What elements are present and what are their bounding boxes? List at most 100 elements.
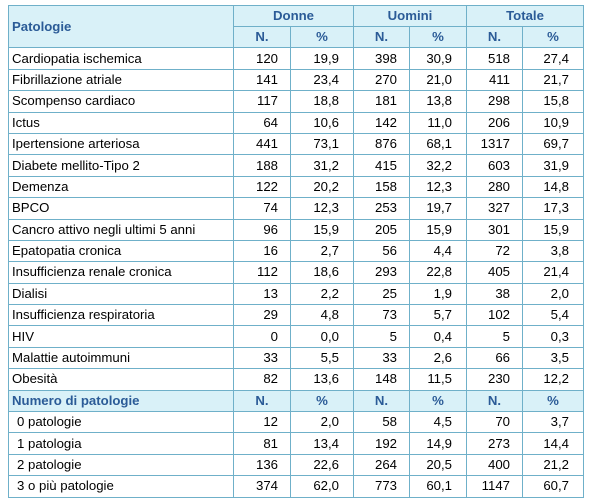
- cell-percent: 2,7: [290, 239, 354, 263]
- row-label: Insufficienza respiratoria: [8, 304, 234, 327]
- row-label: Cancro attivo negli ultimi 5 anni: [8, 218, 234, 241]
- cell-count: 264: [353, 453, 410, 477]
- cell-count: 64: [233, 111, 291, 134]
- cell-percent: 19,7: [409, 197, 467, 220]
- cell-count: 273: [466, 432, 523, 455]
- table-row: 1 patologia 81 13,4 192 14,9 273 14,4: [8, 432, 584, 455]
- cell-count: 120: [233, 47, 291, 70]
- cell-count: 270: [353, 68, 410, 92]
- table-row: Scompenso cardiaco 117 18,8 181 13,8 298 15,8: [8, 90, 584, 113]
- cell-count: 142: [353, 111, 410, 134]
- cell-percent: 21,2: [522, 453, 584, 477]
- cell-percent: 32,2: [409, 154, 467, 177]
- cell-percent: 20,2: [290, 175, 354, 199]
- cell-count: 38: [466, 282, 523, 306]
- cell-percent: 18,8: [290, 90, 354, 113]
- cell-percent: 2,6: [409, 346, 467, 370]
- cell-count: 301: [466, 218, 523, 241]
- cell-count: 253: [353, 197, 410, 220]
- cell-count: 96: [233, 218, 291, 241]
- cell-percent: 13,6: [290, 368, 354, 391]
- row-label: Cardiopatia ischemica: [8, 47, 234, 70]
- cell-count: 29: [233, 304, 291, 327]
- cell-percent: 27,4: [522, 47, 584, 70]
- cell-count: 205: [353, 218, 410, 241]
- cell-percent: 14,8: [522, 175, 584, 199]
- cell-count: 56: [353, 239, 410, 263]
- table-row: 0 patologie 12 2,0 58 4,5 70 3,7: [8, 411, 584, 434]
- cell-count: 25: [353, 282, 410, 306]
- cell-percent: 13,8: [409, 90, 467, 113]
- cell-percent: 3,5: [522, 346, 584, 370]
- cell-count: 188: [233, 154, 291, 177]
- cell-count: 73: [353, 304, 410, 327]
- cell-percent: 2,0: [290, 411, 354, 434]
- cell-percent: 21,0: [409, 68, 467, 92]
- cell-percent: 18,6: [290, 261, 354, 284]
- cell-percent: 15,9: [290, 218, 354, 241]
- cell-count: 398: [353, 47, 410, 70]
- table-row: Fibrillazione atriale 141 23,4 270 21,0 411 21…: [8, 68, 584, 92]
- cell-count: 112: [233, 261, 291, 284]
- cell-count: 5: [466, 325, 523, 348]
- cell-percent: 0,3: [522, 325, 584, 348]
- cell-percent: 0,4: [409, 325, 467, 348]
- row-label: HIV: [8, 325, 234, 348]
- cell-count: 16: [233, 239, 291, 263]
- table-row: Dialisi 13 2,2 25 1,9 38 2,0: [8, 282, 584, 306]
- row-label: Dialisi: [8, 282, 234, 306]
- cell-percent: 13,4: [290, 432, 354, 455]
- cell-percent: 3,8: [522, 239, 584, 263]
- cell-percent: 15,9: [409, 218, 467, 241]
- cell-percent: 4,8: [290, 304, 354, 327]
- cell-percent: 11,5: [409, 368, 467, 391]
- cell-count: 441: [233, 132, 291, 156]
- row-label: Diabete mellito-Tipo 2: [8, 154, 234, 177]
- cell-percent: 69,7: [522, 132, 584, 156]
- table-row: Ipertensione arteriosa 441 73,1 876 68,1 1317…: [8, 132, 584, 156]
- table-row: 2 patologie 136 22,6 264 20,5 400 21,2: [8, 453, 584, 477]
- cell-count: 141: [233, 68, 291, 92]
- subheader-pct: %: [409, 25, 467, 49]
- cell-percent: 21,4: [522, 261, 584, 284]
- cell-percent: 2,0: [522, 282, 584, 306]
- row-label: 3 o più patologie: [8, 475, 234, 498]
- cell-percent: 60,7: [522, 475, 584, 498]
- subheader-n: N.: [353, 25, 410, 49]
- cell-count: 181: [353, 90, 410, 113]
- subheader-pct: %: [290, 389, 354, 413]
- cell-count: 13: [233, 282, 291, 306]
- cell-percent: 12,2: [522, 368, 584, 391]
- subheader-pct: %: [522, 25, 584, 49]
- cell-percent: 2,2: [290, 282, 354, 306]
- cell-percent: 0,0: [290, 325, 354, 348]
- cell-percent: 15,9: [522, 218, 584, 241]
- cell-count: 411: [466, 68, 523, 92]
- cell-count: 1147: [466, 475, 523, 498]
- subheader-n: N.: [353, 389, 410, 413]
- header-patologie: Patologie: [8, 4, 234, 49]
- table-row: Obesità 82 13,6 148 11,5 230 12,2: [8, 368, 584, 391]
- cell-count: 33: [233, 346, 291, 370]
- cell-count: 206: [466, 111, 523, 134]
- cell-percent: 10,9: [522, 111, 584, 134]
- cell-percent: 31,9: [522, 154, 584, 177]
- section2: Numero di patologie N. % N. % N. %: [8, 389, 584, 413]
- cell-count: 58: [353, 411, 410, 434]
- cell-percent: 60,1: [409, 475, 467, 498]
- table-row: HIV 0 0,0 5 0,4 5 0,3: [8, 325, 584, 348]
- cell-percent: 4,5: [409, 411, 467, 434]
- cell-count: 876: [353, 132, 410, 156]
- cell-count: 81: [233, 432, 291, 455]
- table-row: Demenza 122 20,2 158 12,3 280 14,8: [8, 175, 584, 199]
- cell-count: 136: [233, 453, 291, 477]
- cell-percent: 12,3: [290, 197, 354, 220]
- patologie-table: Patologie Donne Uomini Totale N. % N. % …: [8, 4, 584, 498]
- cell-percent: 10,6: [290, 111, 354, 134]
- cell-percent: 23,4: [290, 68, 354, 92]
- subheader-n: N.: [233, 25, 291, 49]
- cell-count: 158: [353, 175, 410, 199]
- cell-percent: 14,9: [409, 432, 467, 455]
- cell-percent: 11,0: [409, 111, 467, 134]
- cell-percent: 73,1: [290, 132, 354, 156]
